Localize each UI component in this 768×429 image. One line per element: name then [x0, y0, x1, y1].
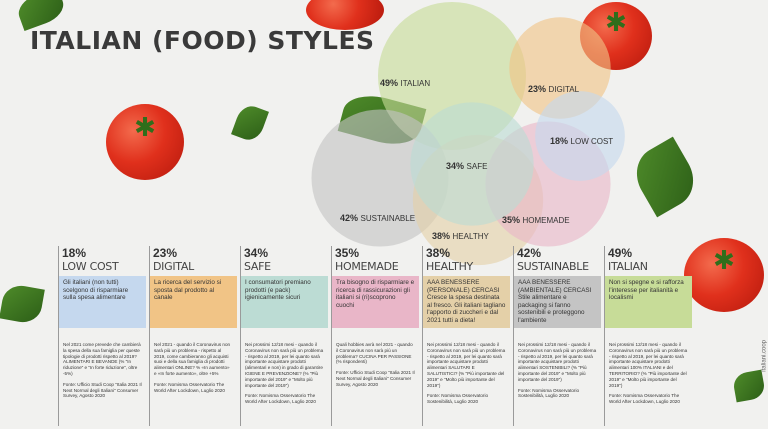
column-note: Quali hobbies avrà nel 2021 - quando il … [332, 342, 419, 388]
column-description: I consumatori premiano prodotti (e pack)… [241, 276, 328, 328]
column-source: Fonte: Ufficio Studi Coop "Italia 2021 I… [336, 370, 415, 387]
tomato-decoration: ✱ [106, 104, 184, 180]
column-note: Nei prossimi 12/18 mesi - quando il Coro… [605, 342, 692, 405]
column-description: Tra bisogno di risparmiare e ricerca di … [332, 276, 419, 328]
column-healthy: 38% HEALTHY AAA BENESSERE (PERSONALE) CERC… [422, 246, 510, 426]
column-italian: 49% ITALIAN Non si spegne e si rafforza l'… [604, 246, 692, 426]
column-category: DIGITAL [153, 260, 194, 273]
column-category: LOW COST [62, 260, 119, 273]
column-note: Nel 2021 - quando il Coronavirus non sar… [150, 342, 237, 393]
column-category: HEALTHY [426, 260, 473, 273]
column-safe: 34% SAFE I consumatori premiano prodotti (… [240, 246, 328, 426]
column-description: Gli italiani (non tutti) scelgono di ris… [59, 276, 146, 328]
bubble-low-cost [535, 91, 625, 181]
bubble-label-homemade: 35% HOMEMADE [502, 215, 570, 225]
column-note-text: Nel 2021 - quando il Coronavirus non sar… [154, 342, 231, 376]
column-note: Nei prossimi 12/18 mesi - quando il Coro… [514, 342, 601, 399]
column-percent: 35% [335, 246, 360, 260]
column-category: SUSTAINABLE [517, 260, 589, 273]
tomato-calyx-icon: ✱ [605, 7, 627, 38]
column-homemade: 35% HOMEMADE Tra bisogno di risparmiare e … [331, 246, 419, 426]
column-note-text: Nei prossimi 12/18 mesi - quando il Coro… [427, 342, 506, 388]
column-description: Non si spegne e si rafforza l'interesse … [605, 276, 692, 328]
column-note: Nei prossimi 12/18 mesi - quando il Coro… [241, 342, 328, 405]
bubble-label-healthy: 38% HEALTHY [432, 231, 489, 241]
column-source: Fonte: Nomisma Osservatorio Sostenibilit… [427, 393, 489, 405]
bubble-label-low-cost: 18% LOW COST [550, 136, 614, 146]
column-description: AAA BENESSERE (AMBIENTALE) CERCASI Stile… [514, 276, 601, 328]
column-sustainable: 42% SUSTAINABLE AAA BENESSERE (AMBIENTALE)… [513, 246, 601, 426]
bubble-label-digital: 23% DIGITAL [528, 84, 580, 94]
bubble-label-sustainable: 42% SUSTAINABLE [340, 213, 416, 223]
column-source: Fonte: Nomisma Osservatorio The World Af… [245, 393, 316, 405]
column-note: Nel 2021 come prevede che cambierà la sp… [59, 342, 146, 399]
bubble-label-safe: 34% SAFE [446, 161, 488, 171]
column-note-text: Nei prossimi 12/18 mesi - quando il Coro… [518, 342, 597, 382]
column-note-text: Quali hobbies avrà nel 2021 - quando il … [336, 342, 413, 365]
column-percent: 49% [608, 246, 633, 260]
column-category: SAFE [244, 260, 271, 273]
column-note-text: Nei prossimi 12/18 mesi - quando il Coro… [245, 342, 324, 388]
column-digital: 23% DIGITAL La ricerca del servizio si spo… [149, 246, 237, 426]
column-source: Fonte: Nomisma Osservatorio The World Af… [154, 381, 225, 393]
watermark: italiani.coop [762, 340, 768, 372]
column-source: Fonte: Nomisma Osservatorio Sostenibilit… [518, 387, 580, 399]
bubble-safe [410, 102, 534, 226]
tomato-calyx-icon: ✱ [713, 245, 735, 276]
column-description: AAA BENESSERE (PERSONALE) CERCASI Cresce… [423, 276, 510, 328]
column-note-text: Nei prossimi 12/18 mesi - quando il Coro… [609, 342, 688, 388]
bubble-label-italian: 49% ITALIAN [380, 78, 431, 88]
column-percent: 23% [153, 246, 178, 260]
column-percent: 18% [62, 246, 87, 260]
column-percent: 34% [244, 246, 269, 260]
column-source: Fonte: Nomisma Osservatorio The World Af… [609, 393, 680, 405]
column-percent: 38% [426, 246, 451, 260]
tomato-calyx-icon: ✱ [134, 111, 156, 142]
tomato-decoration: ✱ [684, 238, 764, 312]
column-note: Nei prossimi 12/18 mesi - quando il Coro… [423, 342, 510, 405]
column-percent: 42% [517, 246, 542, 260]
column-description: La ricerca del servizio si sposta dal pr… [150, 276, 237, 328]
column-note-text: Nel 2021 come prevede che cambierà la sp… [63, 342, 141, 376]
column-category: HOMEMADE [335, 260, 399, 273]
column-category: ITALIAN [608, 260, 648, 273]
page-title: ITALIAN (FOOD) STYLES [30, 26, 375, 55]
column-low-cost: 18% LOW COST Gli italiani (non tutti) scel… [58, 246, 146, 426]
column-source: Fonte: Ufficio Studi Coop "Italia 2021 I… [63, 381, 142, 399]
